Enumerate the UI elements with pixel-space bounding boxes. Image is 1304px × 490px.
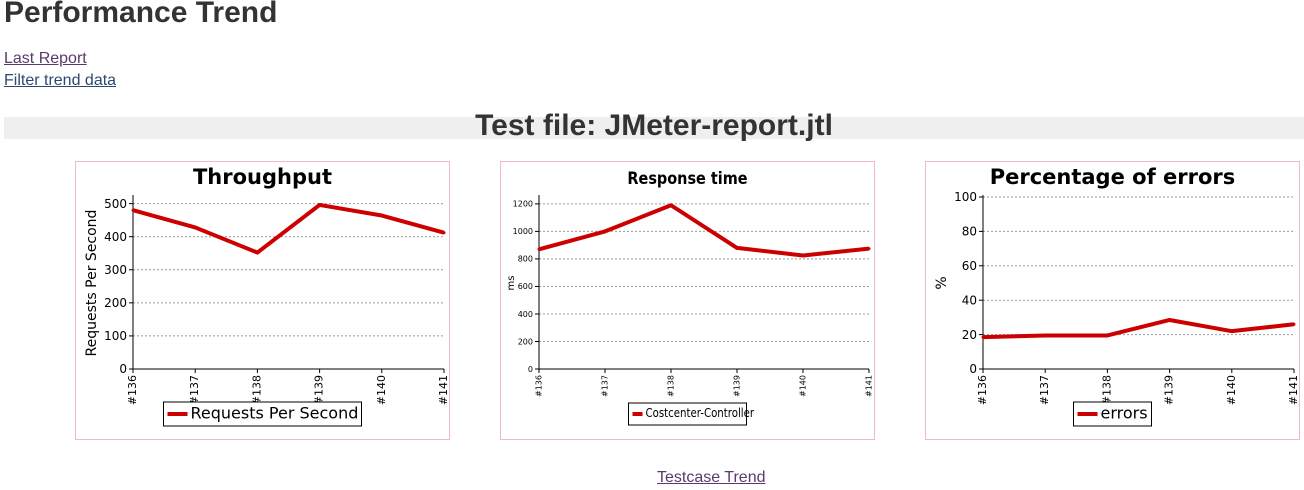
page-title: Performance Trend [4, 0, 278, 29]
data-point [537, 247, 541, 251]
y-tick-label: 60 [962, 259, 977, 273]
legend-box [1073, 401, 1152, 427]
y-tick-label: 20 [962, 328, 977, 342]
x-tick-label: #141 [437, 375, 449, 405]
x-tick-label: #138 [250, 375, 263, 405]
data-point [255, 251, 259, 255]
y-axis-label: Requests Per Second [84, 210, 100, 357]
data-point [1230, 329, 1234, 333]
legend-label: Requests Per Second [191, 404, 359, 423]
y-tick-label: 600 [518, 282, 533, 291]
x-tick-label: #137 [601, 375, 610, 397]
data-point [735, 246, 739, 250]
legend-label: errors [1101, 404, 1148, 423]
y-tick-label: 300 [104, 263, 127, 277]
data-point [442, 231, 446, 235]
test-file-header: Test file: JMeter-report.jtl [4, 109, 1304, 142]
x-tick-label: #141 [865, 375, 874, 397]
x-tick-label: #138 [1100, 375, 1113, 405]
response-time-chart: Response time 0 200 400 600 800 1000 1200 ms #136… [500, 161, 875, 440]
data-point [318, 203, 322, 207]
data-point [1043, 333, 1047, 337]
x-tick-label: #140 [1225, 375, 1238, 405]
data-point [193, 225, 197, 229]
x-tick-label: #139 [313, 375, 326, 405]
x-tick-label: #137 [188, 375, 201, 405]
legend-box [163, 401, 362, 427]
error-percentage-chart: Percentage of errors 0 20 40 60 80 100% #136 #13… [925, 161, 1300, 440]
data-point [1105, 333, 1109, 337]
data-point [603, 229, 607, 233]
series-line [538, 203, 870, 258]
chart-svg: Response time 0 200 400 600 800 1000 1200 ms #136… [506, 168, 874, 426]
throughput-chart: Throughput 0 100 200 300 400 500 Requests Per S… [75, 161, 450, 440]
x-tick-label: #137 [1038, 375, 1051, 405]
y-tick-label: 100 [104, 329, 127, 343]
x-tick-label: #140 [375, 375, 388, 405]
chart-title: Percentage of errors [990, 165, 1236, 189]
y-tick-label: 400 [104, 230, 127, 244]
test-file-title: Test file: JMeter-report.jtl [475, 109, 833, 142]
data-point [867, 247, 871, 251]
y-tick-label: 800 [518, 255, 533, 264]
x-tick-label: #139 [1163, 375, 1176, 405]
data-point [1168, 318, 1172, 322]
filter-trend-link[interactable]: Filter trend data [4, 72, 117, 89]
series-line [132, 202, 445, 255]
data-point [131, 208, 135, 212]
x-tick-label: #140 [799, 375, 808, 397]
chart-svg: Percentage of errors 0 20 40 60 80 100% #136 #13… [934, 165, 1299, 427]
y-tick-label: 40 [962, 293, 977, 307]
data-point [380, 214, 384, 218]
data-point [669, 203, 673, 207]
testcase-trend-link[interactable]: Testcase Trend [657, 469, 766, 486]
legend-box [628, 402, 747, 426]
last-report-link[interactable]: Last Report [4, 50, 87, 67]
legend-label: Costcenter-Controller [646, 406, 755, 420]
x-tick-label: #136 [126, 375, 139, 405]
x-tick-label: #138 [667, 375, 676, 397]
data-point [801, 253, 805, 257]
x-tick-label: #141 [1287, 375, 1299, 405]
y-tick-label: 0 [119, 362, 127, 376]
y-tick-label: 80 [962, 225, 977, 239]
y-axis-label: ms [506, 276, 517, 291]
y-tick-label: 0 [969, 362, 977, 376]
y-tick-label: 1200 [513, 200, 533, 209]
chart-title: Response time [627, 168, 747, 188]
chart-svg: Throughput 0 100 200 300 400 500 Requests Per S… [84, 165, 449, 427]
data-point [1292, 322, 1296, 326]
y-tick-label: 200 [104, 296, 127, 310]
series-line [982, 317, 1295, 340]
y-tick-label: 100 [954, 190, 977, 204]
y-axis-label: % [934, 276, 950, 289]
y-tick-label: 1000 [513, 227, 533, 236]
chart-title: Throughput [193, 165, 332, 189]
x-tick-label: #139 [733, 375, 742, 397]
y-tick-label: 400 [518, 310, 533, 319]
data-point [981, 335, 985, 339]
y-tick-label: 200 [518, 337, 533, 346]
x-tick-label: #136 [976, 375, 989, 405]
y-tick-label: 500 [104, 197, 127, 211]
x-tick-label: #136 [535, 375, 544, 397]
y-tick-label: 0 [528, 365, 533, 374]
